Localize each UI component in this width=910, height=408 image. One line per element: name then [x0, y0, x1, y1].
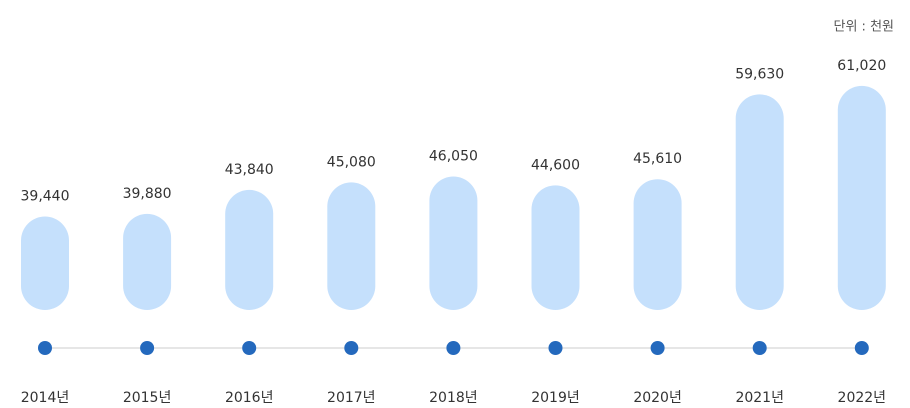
x-tick-label: 2014년 [21, 390, 70, 406]
x-tick-label: 2019년 [531, 390, 580, 406]
value-label: 46,050 [429, 149, 478, 165]
bar [123, 213, 172, 310]
value-label: 39,880 [123, 186, 172, 202]
value-label: 59,630 [735, 66, 784, 82]
timeline-dot [752, 341, 767, 355]
timeline-dot [38, 341, 52, 355]
x-tick-label: 2022년 [838, 390, 887, 406]
timeline-dot [242, 341, 257, 355]
timeline-dot [650, 341, 665, 355]
timeline-dot [140, 341, 155, 355]
value-label: 45,080 [327, 154, 376, 170]
timeline-dot [548, 341, 563, 355]
bar [837, 85, 886, 310]
unit-label: 단위 : 천원 [834, 20, 895, 35]
x-tick-label: 2016년 [225, 390, 274, 406]
value-label: 43,840 [225, 162, 274, 178]
value-label: 45,610 [633, 151, 682, 167]
timeline-dot [344, 341, 359, 355]
x-tick-label: 2015년 [123, 390, 172, 406]
timeline-dot [446, 341, 461, 355]
bar [429, 176, 478, 310]
bar [21, 216, 69, 310]
x-tick-label: 2018년 [429, 390, 478, 406]
value-label: 39,440 [21, 189, 70, 205]
x-tick-label: 2017년 [327, 390, 376, 406]
value-label: 61,020 [837, 58, 886, 74]
x-tick-label: 2021년 [735, 390, 784, 406]
bar [531, 185, 580, 310]
x-tick-label: 2020년 [633, 390, 682, 406]
bar [327, 182, 376, 310]
timeline-dot [854, 341, 869, 355]
bar [735, 94, 784, 311]
value-label: 44,600 [531, 157, 580, 173]
bar [225, 189, 274, 310]
bar [633, 179, 682, 310]
